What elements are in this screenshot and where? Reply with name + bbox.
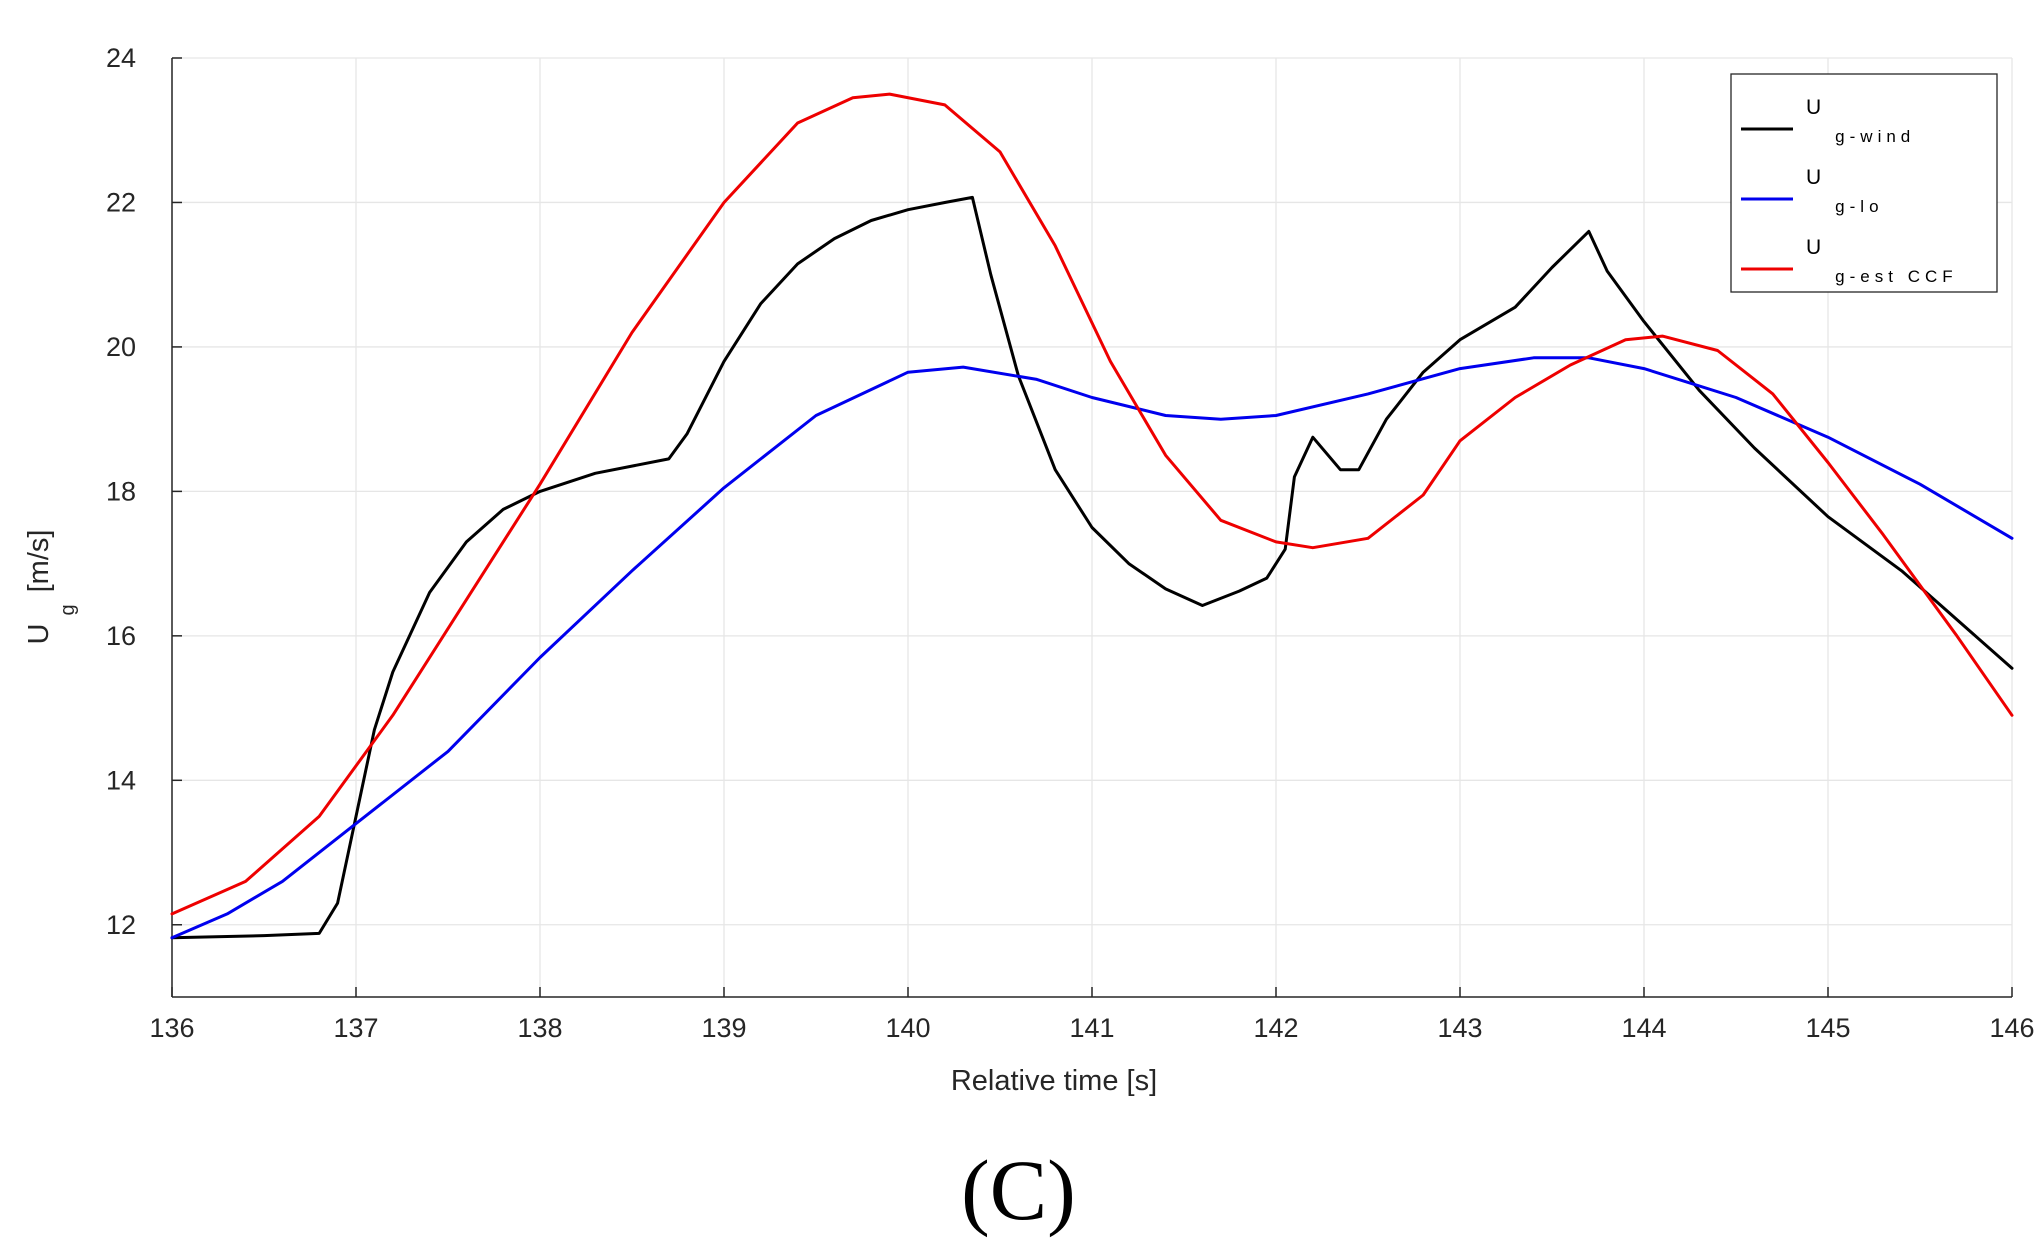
legend: Ug-wind Ug-lo Ug-est CCF — [1730, 73, 1998, 293]
y-tick-label: 14 — [106, 765, 136, 795]
svg-text:Ug[m/s]: Ug[m/s] — [23, 530, 79, 645]
y-axis-label-sub: g — [57, 604, 79, 615]
x-axis-label: Relative time [s] — [951, 1065, 1157, 1097]
series-lines — [170, 92, 2014, 940]
y-tick-label: 24 — [106, 43, 136, 73]
x-tick-label: 138 — [517, 1013, 562, 1043]
legend-entry-1: Ug-wind — [1806, 96, 1915, 146]
x-tick-label: 144 — [1621, 1013, 1666, 1043]
x-tick-label: 142 — [1253, 1013, 1298, 1043]
y-tick-label: 16 — [106, 621, 136, 651]
x-tick-label: 137 — [333, 1013, 378, 1043]
legend-box — [1730, 73, 1998, 293]
x-tick-label: 141 — [1069, 1013, 1114, 1043]
y-tick-label: 18 — [106, 476, 136, 506]
series-line-3 — [170, 92, 2014, 916]
y-axis-label-unit: [m/s] — [23, 530, 55, 593]
tick-labels: 136 137 138 139 140 141 142 143 144 145 146 12 14 16 1… — [106, 43, 2035, 1043]
y-tick-label: 12 — [106, 910, 136, 940]
y-axis-label-main: U — [23, 624, 55, 645]
x-tick-label: 136 — [149, 1013, 194, 1043]
x-tick-label: 140 — [885, 1013, 930, 1043]
chart: 136 137 138 139 140 141 142 143 144 145 146 12 14 16 1… — [23, 43, 2035, 1097]
y-tick-label: 22 — [106, 187, 136, 217]
y-tick-label: 20 — [106, 332, 136, 362]
legend-entry-3: Ug-est CCF — [1806, 236, 1958, 286]
legend-entry-2: Ug-lo — [1806, 166, 1884, 216]
x-tick-label: 146 — [1989, 1013, 2034, 1043]
y-axis-label: Ug[m/s] — [23, 530, 79, 645]
panel-label: (C) — [961, 1142, 1076, 1238]
x-tick-label: 139 — [701, 1013, 746, 1043]
axes — [171, 57, 2013, 998]
x-tick-label: 143 — [1437, 1013, 1482, 1043]
series-line-1 — [170, 195, 2014, 940]
series-line-2 — [170, 356, 2014, 940]
x-tick-label: 145 — [1805, 1013, 1850, 1043]
